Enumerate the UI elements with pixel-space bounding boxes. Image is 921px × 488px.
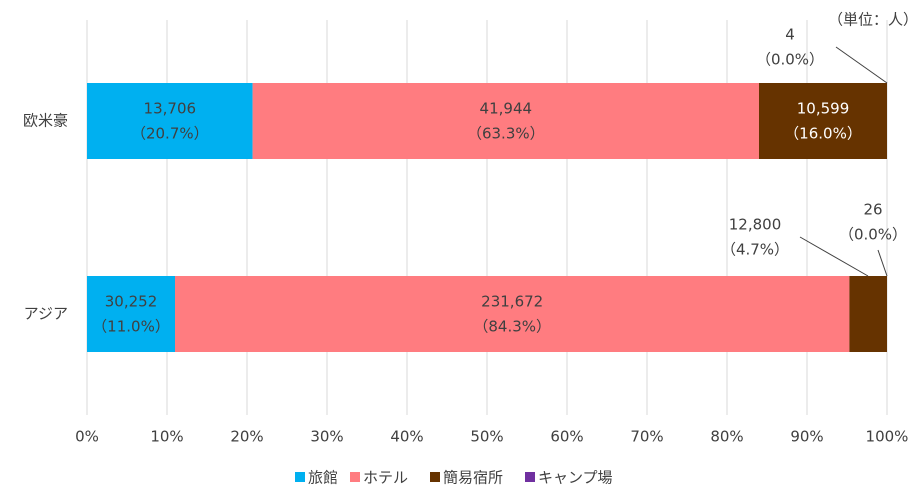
value-label: （84.3%） bbox=[473, 318, 551, 336]
leader-line bbox=[799, 236, 869, 277]
bar-segment bbox=[252, 83, 759, 159]
value-label: （0.0%） bbox=[756, 51, 824, 69]
legend-label: 旅館 bbox=[308, 469, 338, 487]
value-label: （11.0%） bbox=[92, 318, 170, 336]
legend-swatch bbox=[350, 472, 360, 482]
count-label: 231,672 bbox=[481, 293, 543, 311]
legend-swatch bbox=[430, 472, 440, 482]
count-label: 12,800 bbox=[729, 216, 782, 234]
legend-label: 簡易宿所 bbox=[443, 469, 503, 487]
bar-segment bbox=[87, 83, 253, 159]
count-label: 30,252 bbox=[105, 293, 158, 311]
x-tick-label: 50% bbox=[470, 428, 503, 446]
x-tick-label: 80% bbox=[710, 428, 743, 446]
legend-label: ホテル bbox=[363, 469, 408, 487]
bar-segment bbox=[759, 83, 887, 159]
x-tick-label: 10% bbox=[150, 428, 183, 446]
value-label: （16.0%） bbox=[784, 125, 862, 143]
x-tick-label: 70% bbox=[630, 428, 663, 446]
count-label: 13,706 bbox=[144, 100, 197, 118]
count-label: 10,599 bbox=[797, 100, 850, 118]
leader-line bbox=[835, 46, 888, 84]
bar-segment bbox=[175, 276, 850, 352]
bar-segment bbox=[87, 276, 175, 352]
value-label: （0.0%） bbox=[839, 226, 907, 244]
leader-line bbox=[877, 249, 888, 277]
x-tick-label: 30% bbox=[310, 428, 343, 446]
legend-label: キャンプ場 bbox=[538, 469, 613, 487]
count-label: 4 bbox=[785, 26, 795, 44]
count-label: 41,944 bbox=[480, 100, 533, 118]
y-tick-label: アジア bbox=[24, 305, 68, 323]
value-label: （4.7%） bbox=[721, 241, 789, 259]
legend-swatch bbox=[525, 472, 535, 482]
x-tick-label: 100% bbox=[866, 428, 909, 446]
x-tick-label: 40% bbox=[390, 428, 423, 446]
y-tick-label: 欧米豪 bbox=[23, 112, 68, 130]
x-tick-label: 60% bbox=[550, 428, 583, 446]
x-tick-label: 90% bbox=[790, 428, 823, 446]
count-label: 26 bbox=[863, 201, 882, 219]
legend-swatch bbox=[295, 472, 305, 482]
value-label: （20.7%） bbox=[131, 125, 209, 143]
x-tick-label: 0% bbox=[75, 428, 99, 446]
unit-note: （単位：人） bbox=[828, 11, 918, 29]
x-tick-label: 20% bbox=[230, 428, 263, 446]
bar-segment bbox=[849, 276, 887, 352]
value-label: （63.3%） bbox=[467, 125, 545, 143]
